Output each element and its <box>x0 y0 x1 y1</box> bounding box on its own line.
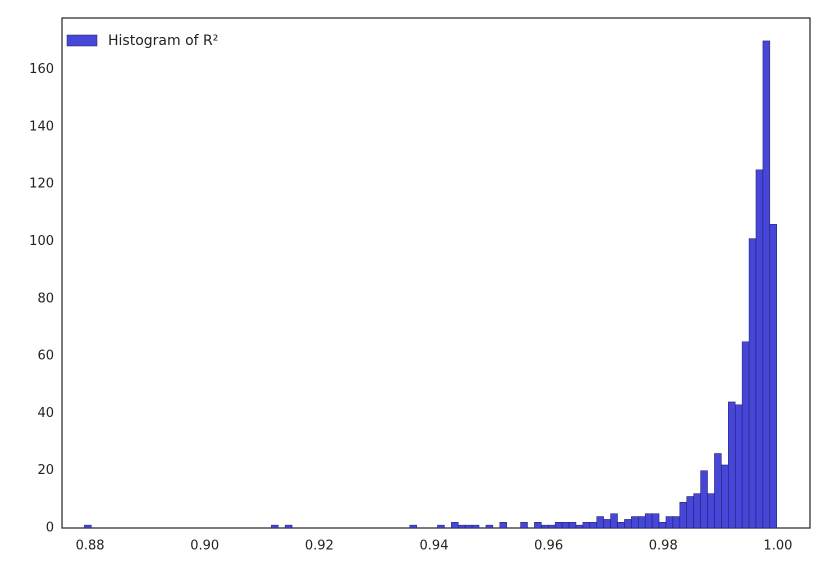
bar <box>686 496 694 529</box>
bar <box>631 516 639 529</box>
bar <box>728 401 736 529</box>
y-tick-label: 0 <box>46 521 54 536</box>
bar <box>700 470 708 529</box>
bar <box>638 516 646 529</box>
bar <box>679 501 687 529</box>
bar <box>568 522 577 529</box>
y-tick-label: 120 <box>29 177 54 192</box>
bar <box>748 238 757 529</box>
bar <box>548 524 556 529</box>
bar <box>84 524 92 529</box>
bar <box>658 522 667 529</box>
y-tick-label: 160 <box>29 62 54 77</box>
bar <box>693 493 701 529</box>
bar <box>714 453 722 529</box>
x-tick-label: 0.92 <box>305 539 334 554</box>
y-tick-label: 80 <box>37 291 54 306</box>
y-tick-label: 40 <box>37 406 54 421</box>
x-tick-label: 1.00 <box>763 539 792 554</box>
legend-swatch <box>66 34 98 47</box>
bar <box>755 169 764 529</box>
bar <box>485 524 494 529</box>
bar <box>284 524 293 529</box>
y-tick-label: 140 <box>29 119 54 134</box>
bar <box>672 516 681 529</box>
y-tick-label: 20 <box>37 463 54 478</box>
bar <box>665 516 674 529</box>
bar <box>458 524 466 529</box>
y-tick-label: 60 <box>37 349 54 364</box>
bar <box>741 341 750 529</box>
bar <box>610 513 618 529</box>
bar <box>561 522 570 529</box>
bar <box>644 513 653 529</box>
bar <box>762 40 771 529</box>
bar <box>471 524 480 529</box>
legend-label: Histogram of R² <box>108 33 218 49</box>
bar <box>651 513 660 529</box>
bar <box>596 516 604 529</box>
bar <box>534 522 542 529</box>
x-tick-label: 0.90 <box>190 539 219 554</box>
bar <box>451 522 459 529</box>
x-tick-label: 0.94 <box>420 539 449 554</box>
bar <box>499 522 507 529</box>
bar <box>769 224 778 529</box>
bar <box>409 524 417 529</box>
bar <box>464 524 473 529</box>
bar <box>721 464 729 529</box>
bar <box>554 522 563 529</box>
x-tick-label: 0.98 <box>649 539 678 554</box>
bar <box>734 404 743 529</box>
bar <box>624 519 632 529</box>
bar <box>575 524 584 529</box>
bar <box>271 524 279 529</box>
bar <box>582 522 591 529</box>
plot-frame <box>61 17 811 529</box>
bar <box>520 522 528 529</box>
x-tick-label: 0.96 <box>534 539 563 554</box>
bar <box>617 522 625 529</box>
bar <box>603 519 611 529</box>
bar <box>541 524 549 529</box>
y-tick-label: 100 <box>29 234 54 249</box>
bar <box>589 522 597 529</box>
x-tick-label: 0.88 <box>76 539 105 554</box>
bar <box>707 493 715 529</box>
bar <box>437 524 445 529</box>
